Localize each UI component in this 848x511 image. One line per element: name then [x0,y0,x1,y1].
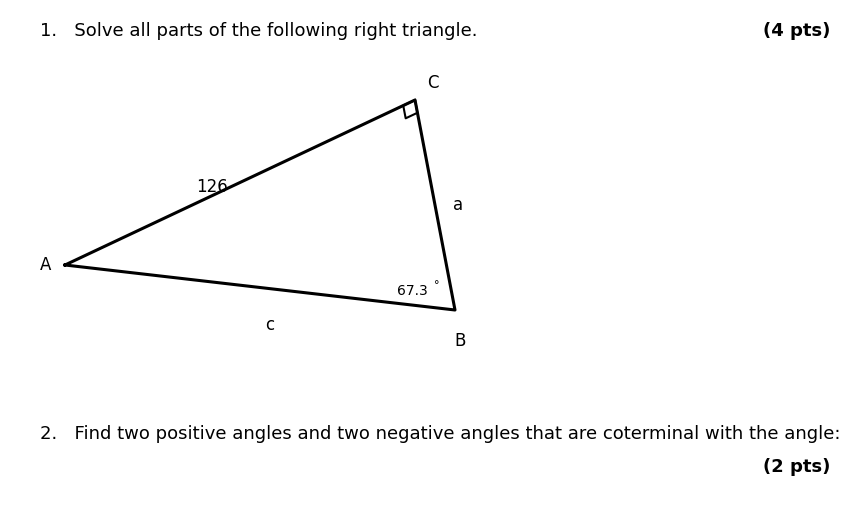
Text: °: ° [434,280,439,290]
Text: c: c [265,315,275,334]
Text: (2 pts): (2 pts) [762,458,830,476]
Text: B: B [455,332,466,350]
Text: a: a [453,196,463,214]
Text: 126: 126 [196,178,228,197]
Text: C: C [427,74,438,92]
Text: 1.   Solve all parts of the following right triangle.: 1. Solve all parts of the following righ… [40,22,477,40]
Text: (4 pts): (4 pts) [762,22,830,40]
Text: A: A [40,256,51,274]
Text: 2.   Find two positive angles and two negative angles that are coterminal with t: 2. Find two positive angles and two nega… [40,425,848,443]
Text: 67.3: 67.3 [397,284,427,298]
